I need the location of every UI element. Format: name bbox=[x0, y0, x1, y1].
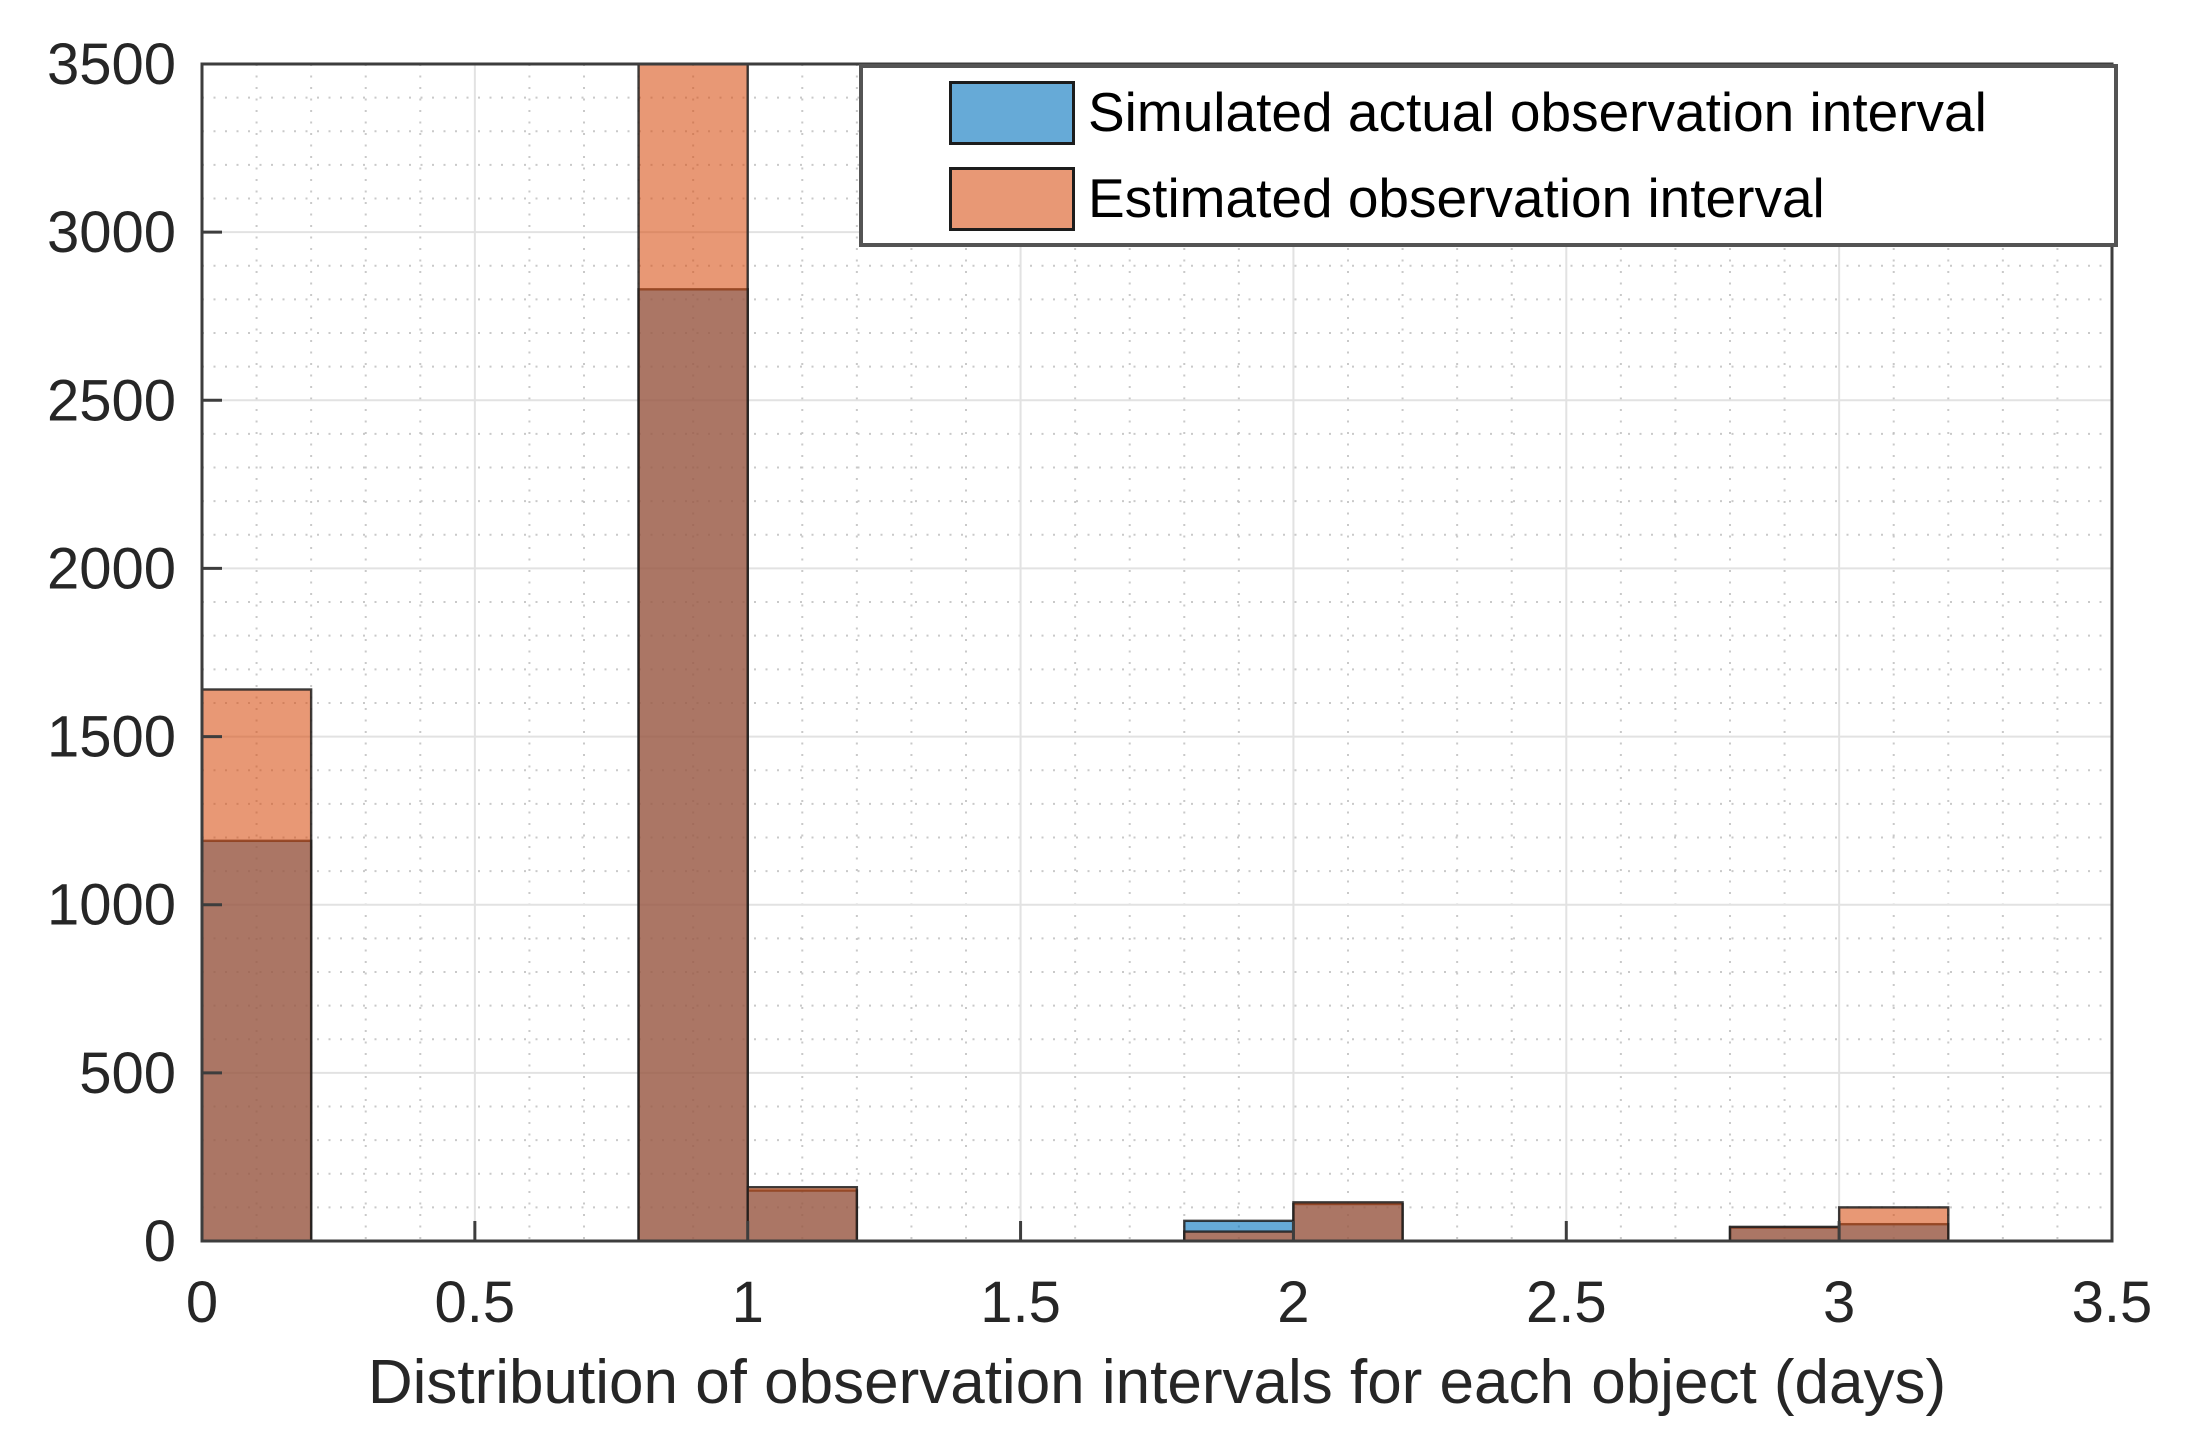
x-tick-label: 2.5 bbox=[1526, 1270, 1607, 1335]
y-tick-label: 1000 bbox=[47, 873, 176, 938]
x-tick-label: 0 bbox=[186, 1270, 218, 1335]
y-tick-label: 500 bbox=[79, 1041, 176, 1106]
y-tick-label: 2500 bbox=[47, 368, 176, 433]
legend: Simulated actual observation interval Es… bbox=[859, 64, 2118, 247]
legend-item-simulated: Simulated actual observation interval bbox=[949, 80, 2114, 145]
legend-label-simulated: Simulated actual observation interval bbox=[1088, 81, 1987, 143]
legend-swatch-estimated-icon bbox=[949, 166, 1075, 231]
x-axis-label: Distribution of observation intervals fo… bbox=[367, 1348, 1947, 1417]
y-tick-label: 3000 bbox=[47, 200, 176, 265]
x-tick-label: 1.5 bbox=[980, 1270, 1061, 1335]
y-tick-label: 1500 bbox=[47, 705, 176, 770]
x-tick-label: 3.5 bbox=[2072, 1270, 2153, 1335]
legend-label-estimated: Estimated observation interval bbox=[1088, 167, 1825, 229]
y-tick-label: 2000 bbox=[47, 536, 176, 601]
x-tick-label: 2 bbox=[1277, 1270, 1309, 1335]
x-tick-label: 1 bbox=[732, 1270, 764, 1335]
y-tick-label: 0 bbox=[144, 1209, 176, 1274]
x-tick-label: 3 bbox=[1823, 1270, 1855, 1335]
x-tick-label: 0.5 bbox=[435, 1270, 516, 1335]
legend-swatch-simulated-icon bbox=[949, 80, 1075, 145]
y-tick-label: 3500 bbox=[47, 32, 176, 97]
legend-item-estimated: Estimated observation interval bbox=[949, 166, 2114, 231]
